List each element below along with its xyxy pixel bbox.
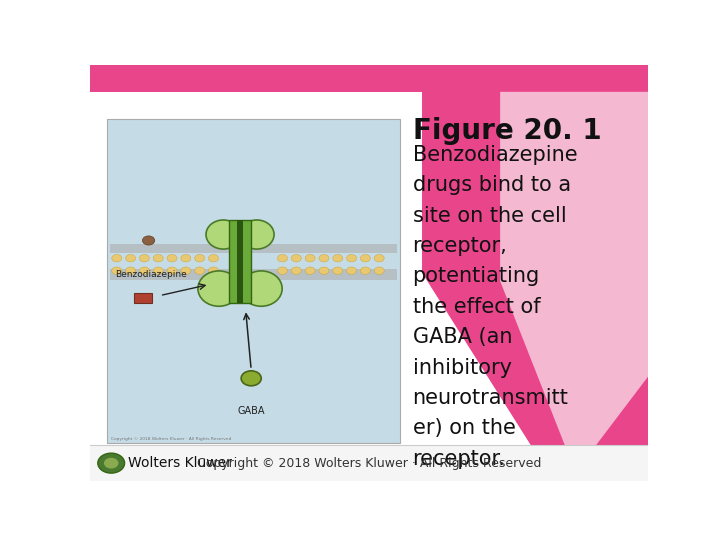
Circle shape — [241, 371, 261, 386]
Text: Copyright © 2018 Wolters Kluwer · All Rights Reserved: Copyright © 2018 Wolters Kluwer · All Ri… — [197, 457, 541, 470]
Polygon shape — [500, 92, 648, 472]
Bar — [229, 220, 251, 303]
Text: the effect of: the effect of — [413, 297, 540, 317]
Circle shape — [277, 254, 287, 262]
Circle shape — [305, 267, 315, 274]
Polygon shape — [422, 92, 648, 481]
Bar — [90, 446, 648, 481]
Text: Figure 20. 1: Figure 20. 1 — [413, 117, 601, 145]
Circle shape — [333, 267, 343, 274]
Circle shape — [140, 267, 150, 274]
Text: er) on the: er) on the — [413, 418, 516, 438]
Circle shape — [360, 267, 370, 274]
Circle shape — [374, 267, 384, 274]
Bar — [107, 119, 400, 443]
Circle shape — [346, 267, 356, 274]
Text: Benzodiazepine: Benzodiazepine — [115, 270, 187, 279]
Text: receptor,: receptor, — [413, 236, 508, 256]
Text: Wolters Kluwer: Wolters Kluwer — [128, 456, 232, 470]
Circle shape — [208, 267, 218, 274]
Text: Benzodiazepine: Benzodiazepine — [413, 145, 577, 165]
Circle shape — [292, 254, 302, 262]
Circle shape — [333, 254, 343, 262]
Circle shape — [181, 267, 191, 274]
Circle shape — [208, 254, 218, 262]
Circle shape — [319, 267, 329, 274]
Circle shape — [292, 267, 302, 274]
Circle shape — [194, 267, 204, 274]
Circle shape — [319, 254, 329, 262]
FancyBboxPatch shape — [133, 293, 153, 303]
Circle shape — [104, 458, 119, 469]
Circle shape — [360, 254, 370, 262]
Circle shape — [125, 267, 135, 274]
Text: drugs bind to a: drugs bind to a — [413, 176, 571, 195]
Ellipse shape — [240, 271, 282, 306]
Text: neurotransmitt: neurotransmitt — [413, 388, 568, 408]
Text: potentiating: potentiating — [413, 266, 540, 286]
Circle shape — [374, 254, 384, 262]
Circle shape — [346, 254, 356, 262]
Circle shape — [305, 254, 315, 262]
Text: Copyright © 2018 Wolters Kluwer · All Rights Reserved: Copyright © 2018 Wolters Kluwer · All Ri… — [111, 437, 232, 441]
Circle shape — [153, 267, 163, 274]
Bar — [237, 220, 243, 303]
Circle shape — [167, 254, 177, 262]
Bar — [109, 268, 397, 280]
Bar — [109, 244, 397, 253]
Text: inhibitory: inhibitory — [413, 357, 511, 377]
Ellipse shape — [240, 220, 274, 249]
Text: GABA: GABA — [238, 406, 265, 416]
Text: GABA (an: GABA (an — [413, 327, 512, 347]
Circle shape — [143, 236, 155, 245]
Text: receptor.: receptor. — [413, 449, 505, 469]
Circle shape — [194, 254, 204, 262]
Circle shape — [181, 254, 191, 262]
Circle shape — [153, 254, 163, 262]
Circle shape — [98, 453, 125, 473]
Circle shape — [140, 254, 150, 262]
Text: site on the cell: site on the cell — [413, 206, 566, 226]
Circle shape — [167, 267, 177, 274]
Bar — [90, 65, 648, 92]
Ellipse shape — [206, 220, 240, 249]
Ellipse shape — [198, 271, 240, 306]
Circle shape — [112, 267, 122, 274]
Circle shape — [125, 254, 135, 262]
Circle shape — [112, 254, 122, 262]
Circle shape — [277, 267, 287, 274]
